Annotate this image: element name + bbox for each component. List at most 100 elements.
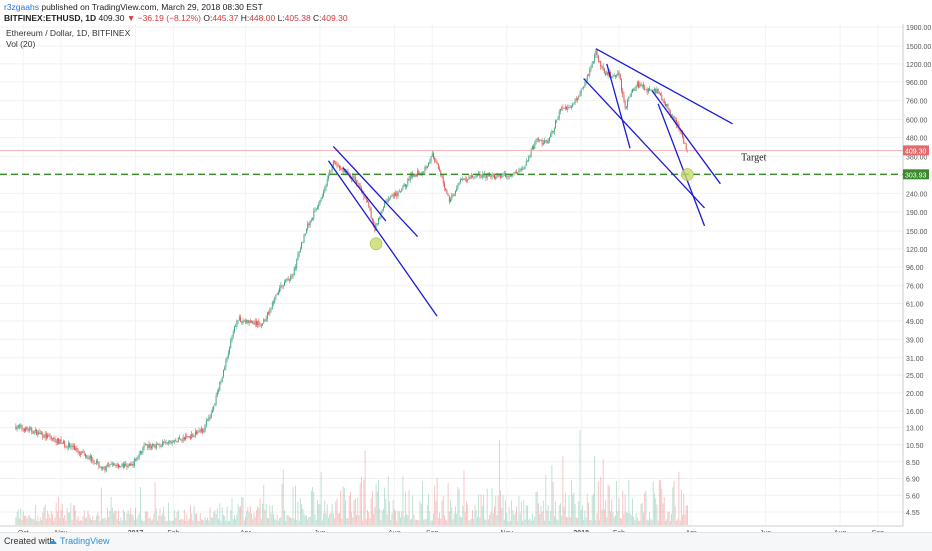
candle-body bbox=[331, 166, 333, 172]
volume-bar bbox=[86, 517, 88, 525]
volume-bar bbox=[641, 502, 643, 525]
y-tick-label: 96.00 bbox=[906, 265, 924, 272]
volume-bar bbox=[191, 513, 193, 525]
y-tick-label: 10.50 bbox=[906, 443, 924, 450]
volume-bar bbox=[569, 517, 571, 525]
time-axis[interactable]: Oct Nov 2017 Feb Apr Jun Aug Sep Nov 2018 Feb Apr Ju… bbox=[18, 530, 884, 532]
volume-bar bbox=[375, 483, 377, 525]
candle-body bbox=[596, 50, 598, 55]
y-tick-label: 1500.00 bbox=[906, 44, 931, 51]
candle-body bbox=[165, 442, 167, 444]
volume-bar bbox=[408, 490, 410, 525]
volume-bar bbox=[82, 516, 84, 525]
candle-body bbox=[517, 172, 519, 173]
volume-bar bbox=[247, 507, 249, 525]
volume-bar bbox=[87, 510, 89, 525]
volume-bar bbox=[402, 476, 404, 525]
trendline[interactable] bbox=[657, 103, 706, 227]
volume-bar bbox=[621, 518, 622, 525]
candle-body bbox=[468, 177, 470, 180]
target-annotation[interactable]: Target bbox=[741, 153, 766, 164]
candle-body bbox=[610, 72, 611, 77]
candle-body bbox=[30, 427, 31, 429]
y-tick-label: 76.00 bbox=[906, 284, 924, 291]
volume-bar bbox=[314, 514, 316, 525]
author-link[interactable]: r3zgaahs bbox=[4, 2, 39, 12]
y-tick-label: 31.00 bbox=[906, 356, 924, 363]
volume-bar bbox=[198, 520, 200, 525]
candle-body bbox=[586, 75, 588, 81]
volume-bar bbox=[128, 513, 130, 525]
candle-body bbox=[125, 463, 127, 466]
trendline[interactable] bbox=[342, 167, 387, 222]
volume-bar bbox=[96, 515, 97, 525]
volume-bar bbox=[500, 490, 502, 525]
tradingview-link[interactable]: TradingView bbox=[60, 536, 110, 546]
candle-body bbox=[574, 99, 576, 104]
trendline[interactable] bbox=[651, 90, 721, 185]
candle-body bbox=[196, 431, 198, 434]
volume-bar bbox=[514, 512, 516, 525]
candle-body bbox=[49, 436, 51, 438]
down-arrow-icon: ▼ bbox=[126, 13, 136, 23]
volume-bar bbox=[459, 516, 461, 525]
volume-bar bbox=[98, 515, 100, 525]
volume-bar bbox=[142, 520, 144, 525]
volume-bar bbox=[219, 503, 221, 525]
volume-bar bbox=[69, 512, 71, 525]
candle-body bbox=[373, 221, 375, 225]
trendline[interactable] bbox=[595, 48, 733, 125]
x-tick-label: Apr bbox=[686, 530, 698, 532]
candle-body bbox=[684, 143, 686, 144]
candle-body bbox=[143, 444, 145, 448]
volume-bar bbox=[534, 516, 536, 525]
trendlines[interactable] bbox=[327, 48, 733, 317]
candle-body bbox=[77, 451, 79, 452]
volume-bar bbox=[417, 520, 419, 525]
volume-bar bbox=[378, 479, 379, 525]
trendline[interactable] bbox=[327, 160, 438, 317]
volume-bar bbox=[446, 520, 448, 525]
candle-body bbox=[152, 443, 154, 447]
volume-bar bbox=[429, 511, 431, 525]
volume-bar bbox=[540, 505, 542, 525]
trendline[interactable] bbox=[332, 145, 419, 238]
candle-body bbox=[254, 320, 256, 325]
volume-bar bbox=[518, 496, 520, 525]
volume-bar bbox=[561, 515, 563, 525]
volume-bar bbox=[684, 514, 686, 525]
candle-body bbox=[662, 99, 664, 101]
volume-bar bbox=[308, 516, 310, 525]
candle-body bbox=[237, 320, 239, 322]
volume-bar bbox=[71, 520, 73, 525]
candle-body bbox=[208, 417, 210, 421]
candle-body bbox=[39, 433, 41, 435]
candle-body bbox=[302, 242, 304, 243]
candle-body bbox=[566, 106, 568, 110]
close-label: C: bbox=[313, 13, 322, 23]
candle-body bbox=[249, 320, 251, 323]
price-chart[interactable]: Target 1900.00 1500.00 1200.00 960.00 760.00… bbox=[0, 24, 932, 532]
volume-bar bbox=[132, 515, 134, 525]
volume-bar bbox=[559, 503, 561, 525]
volume-bar bbox=[349, 491, 351, 525]
candle-body bbox=[616, 75, 618, 77]
y-tick-label: 20.00 bbox=[906, 391, 924, 398]
volume-bar bbox=[669, 520, 671, 525]
trendline[interactable] bbox=[606, 63, 631, 149]
volume-bar bbox=[201, 519, 202, 525]
candle-body bbox=[363, 193, 365, 197]
volume-bar bbox=[137, 515, 139, 525]
volume-bar bbox=[266, 517, 268, 525]
volume-bar bbox=[574, 503, 576, 525]
candle-body bbox=[78, 451, 80, 454]
candle-body bbox=[556, 119, 558, 121]
trendline[interactable] bbox=[583, 78, 705, 209]
volume-bar bbox=[498, 439, 500, 525]
price-axis[interactable]: 1900.00 1500.00 1200.00 960.00 760.00 600.00 4… bbox=[906, 25, 931, 517]
candle-body bbox=[202, 428, 204, 433]
volume-bar bbox=[628, 480, 630, 525]
y-tick-label: 600.00 bbox=[906, 118, 928, 125]
volume-bar bbox=[437, 517, 439, 525]
volume-bar bbox=[208, 520, 210, 525]
